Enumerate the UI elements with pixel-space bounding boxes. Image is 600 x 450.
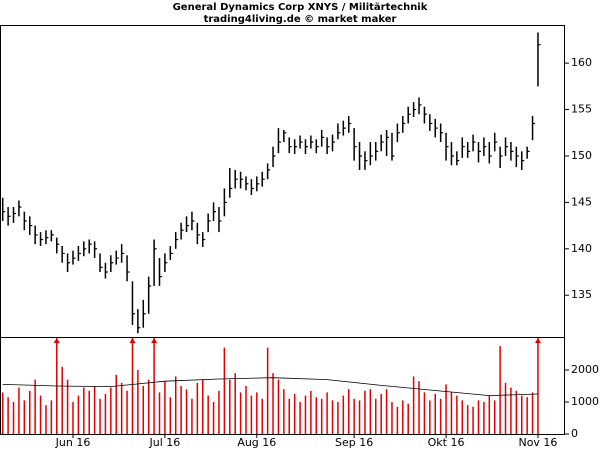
- y-tick-label: 2000: [571, 363, 599, 376]
- y-tick-label: 140: [571, 242, 592, 255]
- chart-title: General Dynamics Corp XNYS / Militärtech…: [173, 2, 428, 13]
- y-tick-label: 0: [571, 427, 578, 440]
- y-tick-label: 160: [571, 56, 592, 69]
- y-tick-label: 145: [571, 195, 592, 208]
- volume-clip-arrow: [53, 338, 60, 343]
- y-tick-label: 135: [571, 288, 592, 301]
- volume-clip-arrow: [151, 338, 158, 343]
- x-tick-label: Jun 16: [55, 436, 91, 449]
- x-tick-label: Jul 16: [149, 436, 181, 449]
- x-tick-label: Nov 16: [518, 436, 557, 449]
- x-tick-label: Sep 16: [335, 436, 373, 449]
- y-tick-label: 150: [571, 149, 592, 162]
- volume-clip-arrow: [129, 338, 136, 343]
- volume-frame: [0, 337, 565, 435]
- average-line: [2, 377, 539, 397]
- y-tick-label: 1000: [571, 395, 599, 408]
- y-tick-label: 155: [571, 103, 592, 116]
- x-tick-label: Okt 16: [428, 436, 465, 449]
- volume-clip-arrow: [534, 338, 541, 343]
- chart-subtitle: trading4living.de © market maker: [204, 14, 397, 25]
- price-frame: [0, 25, 565, 338]
- x-tick-label: Aug 16: [237, 436, 276, 449]
